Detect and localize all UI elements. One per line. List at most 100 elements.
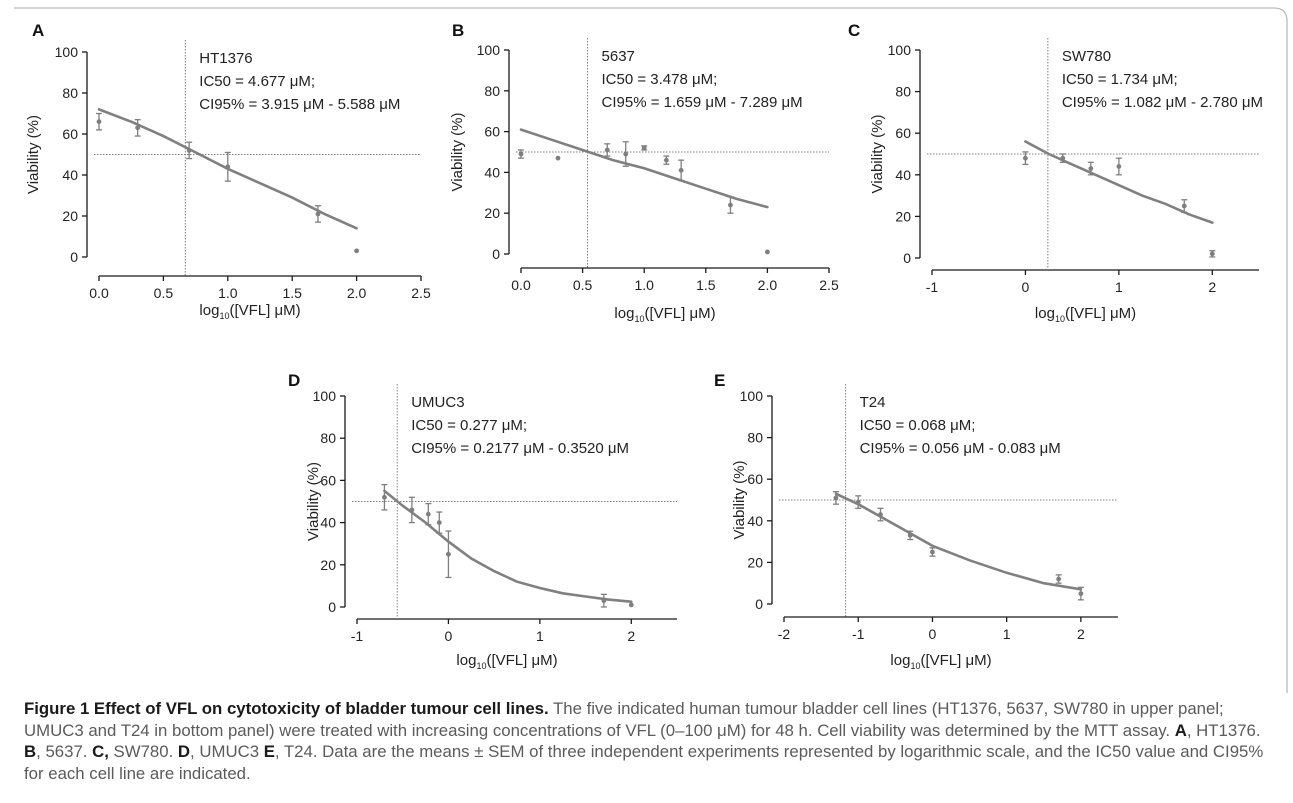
y-tick-label: 0 — [328, 599, 336, 615]
y-tick-label: 60 — [747, 471, 763, 487]
y-tick-label: 80 — [484, 83, 500, 99]
x-axis-label: log10([VFL] μM) — [614, 305, 715, 324]
x-tick-label: 2.0 — [758, 277, 778, 293]
chart-panel-b: B 0 20 40 60 80 100 Viability (%) 0.0 0.5 1.0 1.5 2.… — [449, 21, 839, 324]
fit-curve — [834, 492, 1083, 591]
annotation-line: IC50 = 0.068 μM; — [860, 417, 976, 434]
y-tick-label: 100 — [740, 388, 764, 404]
y-tick-label: 20 — [747, 554, 763, 570]
data-point — [555, 155, 561, 161]
fit-curve — [519, 128, 769, 209]
data-point — [1088, 166, 1094, 171]
y-tick-label: 20 — [320, 557, 336, 573]
x-tick-label: 2 — [1208, 279, 1216, 295]
x-tick-label: -1 — [852, 626, 865, 642]
data-point — [878, 512, 883, 517]
x-tick-label: 0.5 — [573, 277, 593, 293]
data-point — [930, 549, 935, 555]
annotation-line: CI95% = 1.082 μM - 2.780 μM — [1062, 94, 1263, 111]
caption-panel-e: E — [263, 742, 275, 761]
x-axis-label: log10([VFL] μM) — [199, 302, 300, 321]
data-point — [1181, 203, 1187, 209]
annotation-line: CI95% = 0.056 μM - 0.083 μM — [860, 440, 1061, 457]
data-point — [354, 248, 359, 254]
x-tick-label: 2.0 — [347, 285, 367, 301]
annotation-line: 5637 — [602, 48, 635, 65]
data-point — [623, 151, 629, 157]
x-tick-label: 2.5 — [411, 285, 431, 301]
data-point — [765, 249, 770, 255]
caption-panel-e-text: , T24. — [274, 742, 323, 761]
annotation-line: HT1376 — [199, 50, 252, 67]
x-tick-label: 0 — [929, 626, 937, 642]
y-tick-label: 40 — [62, 167, 78, 183]
y-tick-label: 0 — [492, 246, 500, 262]
y-tick-label: 0 — [70, 249, 78, 265]
y-tick-label: 100 — [55, 44, 79, 60]
caption-panel-b-text: , 5637. — [36, 742, 93, 761]
y-tick-label: 100 — [888, 42, 912, 58]
x-tick-label: 1.5 — [282, 285, 302, 301]
y-tick-label: 60 — [62, 126, 78, 142]
y-axis-label: Viability (%) — [869, 115, 886, 194]
y-tick-label: 80 — [320, 430, 336, 446]
annotation-line: IC50 = 3.478 μM; — [602, 71, 718, 88]
data-point — [1023, 155, 1028, 161]
y-tick-label: 40 — [320, 515, 336, 531]
y-tick-label: 60 — [484, 124, 500, 140]
data-point — [678, 167, 684, 173]
x-tick-label: -1 — [351, 628, 364, 644]
data-point — [641, 145, 647, 151]
caption-tail: Data are the means ± SEM of three indepe… — [24, 742, 1264, 783]
y-tick-label: 20 — [484, 205, 500, 221]
fit-curve — [383, 489, 633, 603]
chart-panel-a: A 0 20 40 60 80 100 Viability (%) 0.0 0.5 1.0 1.5 2.… — [25, 21, 431, 321]
data-point — [1116, 164, 1122, 169]
annotation-line: UMUC3 — [411, 394, 464, 411]
y-tick-label: 0 — [755, 596, 763, 612]
caption-panel-d-text: , UMUC3 — [190, 742, 264, 761]
data-point — [446, 551, 451, 557]
y-tick-label: 80 — [747, 430, 763, 446]
data-point — [601, 598, 607, 604]
chart-panel-c: C 0 20 40 60 80 100 Viability (%) -1 0 1 2 log10([VF… — [848, 21, 1263, 324]
x-axis-label: log10([VFL] μM) — [1035, 305, 1136, 324]
y-tick-label: 80 — [895, 84, 911, 100]
y-tick-label: 60 — [895, 125, 911, 141]
data-point — [1078, 591, 1084, 596]
caption-panel-legend: A, HT1376. B, 5637. C, SW780. D, UMUC3 E… — [24, 721, 1261, 762]
annotation-line: CI95% = 1.659 μM - 7.289 μM — [602, 94, 803, 111]
data-point — [1056, 576, 1062, 582]
panel-label: C — [848, 21, 860, 40]
x-tick-label: 0 — [445, 628, 453, 644]
figure-frame — [14, 7, 1288, 693]
annotation-line: T24 — [860, 394, 886, 411]
x-tick-label: 0 — [1022, 279, 1030, 295]
panel-label: D — [288, 371, 300, 390]
data-point — [382, 494, 387, 500]
y-axis-label: Viability (%) — [731, 461, 748, 540]
x-axis-label: log10([VFL] μM) — [456, 652, 557, 671]
y-tick-label: 40 — [895, 167, 911, 183]
data-point — [628, 602, 634, 608]
panel-label: B — [452, 21, 464, 40]
caption-panel-b: B — [24, 742, 37, 761]
panel-label: A — [32, 21, 44, 40]
x-tick-label: -2 — [778, 626, 791, 642]
y-tick-label: 100 — [313, 388, 337, 404]
x-tick-label: 1.5 — [696, 277, 716, 293]
data-point — [833, 495, 839, 501]
caption-panel-c-text: SW780. — [108, 742, 178, 761]
x-tick-label: 1 — [1003, 626, 1011, 642]
caption-panel-d: D — [177, 742, 191, 761]
caption-panel-a: A — [1174, 720, 1187, 740]
caption-title: Figure 1 Effect of VFL on cytotoxicity o… — [24, 699, 549, 718]
data-point — [1209, 251, 1215, 257]
x-tick-label: 2.5 — [819, 277, 839, 293]
data-point — [855, 499, 861, 505]
caption-panel-c: C, — [92, 742, 109, 761]
y-axis-label: Viability (%) — [25, 115, 42, 194]
data-point — [225, 164, 231, 170]
